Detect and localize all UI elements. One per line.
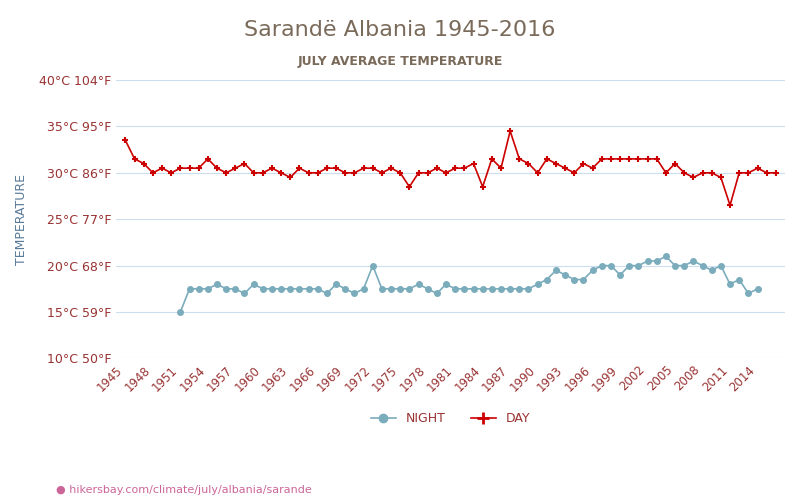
- Y-axis label: TEMPERATURE: TEMPERATURE: [15, 174, 28, 264]
- Text: ● hikersbay.com/climate/july/albania/sarande: ● hikersbay.com/climate/july/albania/sar…: [56, 485, 312, 495]
- Text: JULY AVERAGE TEMPERATURE: JULY AVERAGE TEMPERATURE: [298, 55, 502, 68]
- Legend: NIGHT, DAY: NIGHT, DAY: [366, 407, 535, 430]
- Text: Sarandë Albania 1945-2016: Sarandë Albania 1945-2016: [244, 20, 556, 40]
